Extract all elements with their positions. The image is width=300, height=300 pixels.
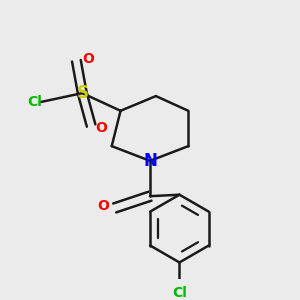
Text: O: O [97,200,109,214]
Text: O: O [95,122,107,136]
Text: O: O [82,52,94,66]
Text: N: N [143,152,157,170]
Text: S: S [76,84,88,102]
Text: Cl: Cl [172,286,187,300]
Text: Cl: Cl [28,95,43,109]
